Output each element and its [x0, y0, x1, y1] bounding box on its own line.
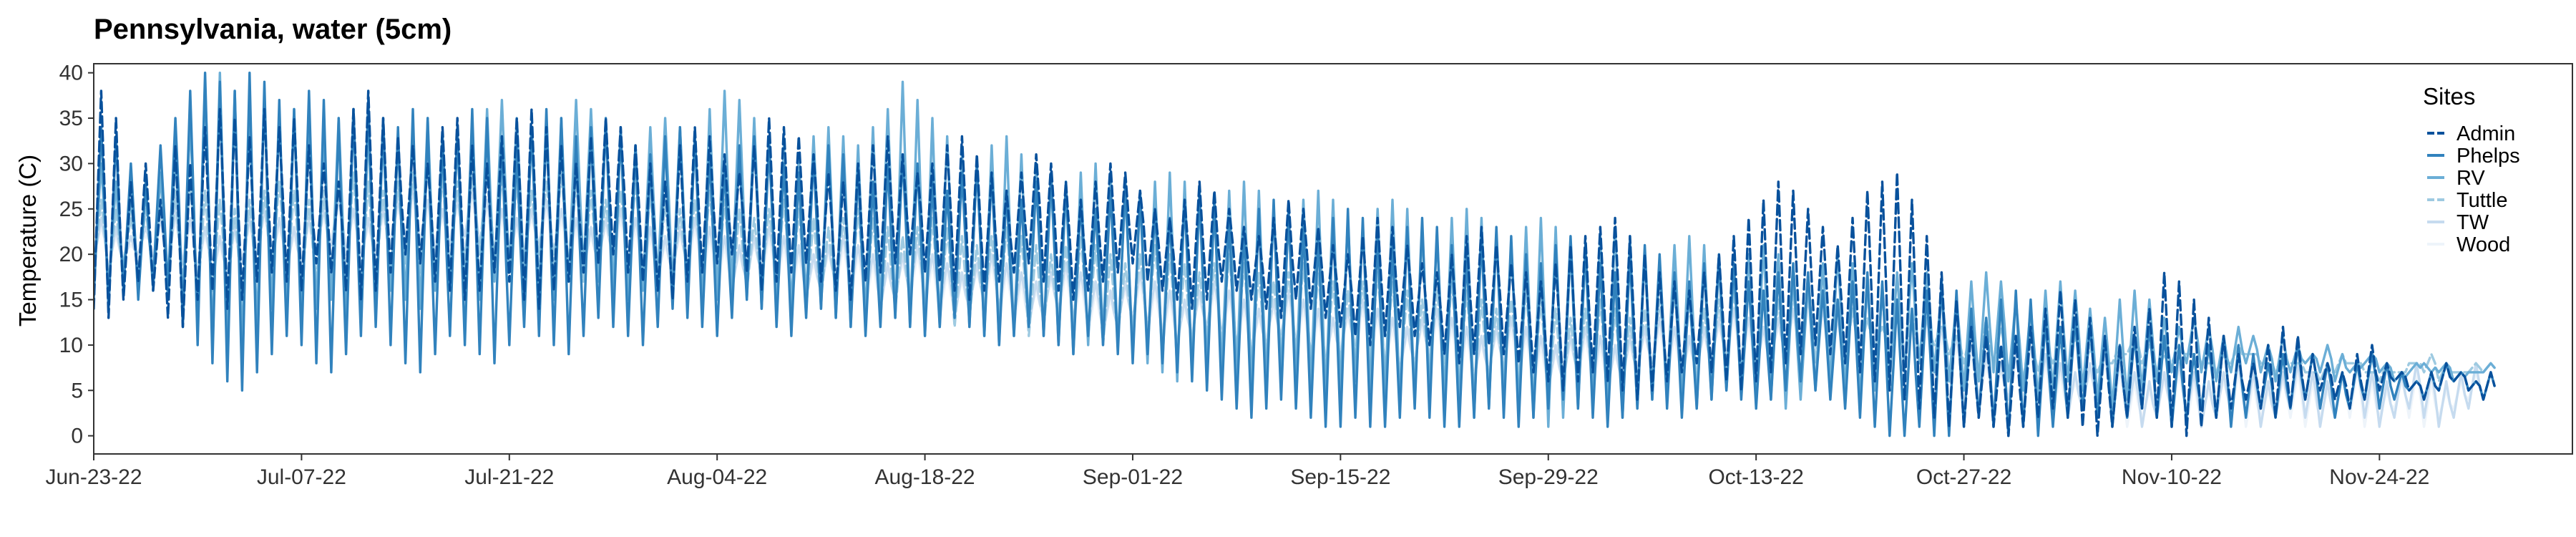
x-tick-label: Jun-23-22 [45, 465, 142, 489]
legend-label-admin: Admin [2457, 122, 2515, 145]
series-line-admin [94, 90, 2496, 437]
legend-label-wood: Wood [2457, 233, 2510, 256]
y-tick-label: 40 [59, 62, 83, 85]
x-tick-label: Oct-27-22 [1916, 465, 2011, 489]
x-tick-label: Oct-13-22 [1708, 465, 1803, 489]
x-tick-label: Nov-10-22 [2122, 465, 2222, 489]
legend-label-phelps: Phelps [2457, 145, 2520, 168]
x-tick-label: Sep-01-22 [1083, 465, 1183, 489]
plot-panel-border [93, 63, 2573, 455]
y-axis: 0 5 10 15 20 25 30 35 40 [59, 62, 94, 448]
legend-label-rv: RV [2457, 167, 2485, 190]
y-tick-label: 10 [59, 334, 83, 357]
legend-title: Sites [2423, 83, 2475, 110]
x-tick-label: Sep-15-22 [1290, 465, 1390, 489]
x-axis: Jun-23-22 Jul-07-22 Jul-21-22 Aug-04-22 Aug-… [45, 454, 2429, 489]
y-tick-label: 20 [59, 243, 83, 266]
x-tick-label: Aug-18-22 [875, 465, 975, 489]
y-tick-label: 35 [59, 107, 83, 130]
series-layer [94, 72, 2496, 437]
x-tick-label: Nov-24-22 [2329, 465, 2429, 489]
x-tick-label: Aug-04-22 [667, 465, 767, 489]
y-axis-title: Temperature (C) [14, 155, 41, 326]
x-tick-label: Sep-29-22 [1498, 465, 1599, 489]
x-tick-label: Jul-07-22 [257, 465, 346, 489]
y-tick-label: 5 [71, 379, 83, 402]
chart-title: Pennsylvania, water (5cm) [94, 14, 452, 45]
y-tick-label: 15 [59, 289, 83, 312]
legend-label-tuttle: Tuttle [2457, 189, 2507, 212]
legend-label-tw: TW [2457, 211, 2489, 234]
y-tick-label: 25 [59, 198, 83, 221]
y-tick-label: 30 [59, 152, 83, 175]
y-tick-label: 0 [71, 425, 83, 448]
x-tick-label: Jul-21-22 [464, 465, 554, 489]
